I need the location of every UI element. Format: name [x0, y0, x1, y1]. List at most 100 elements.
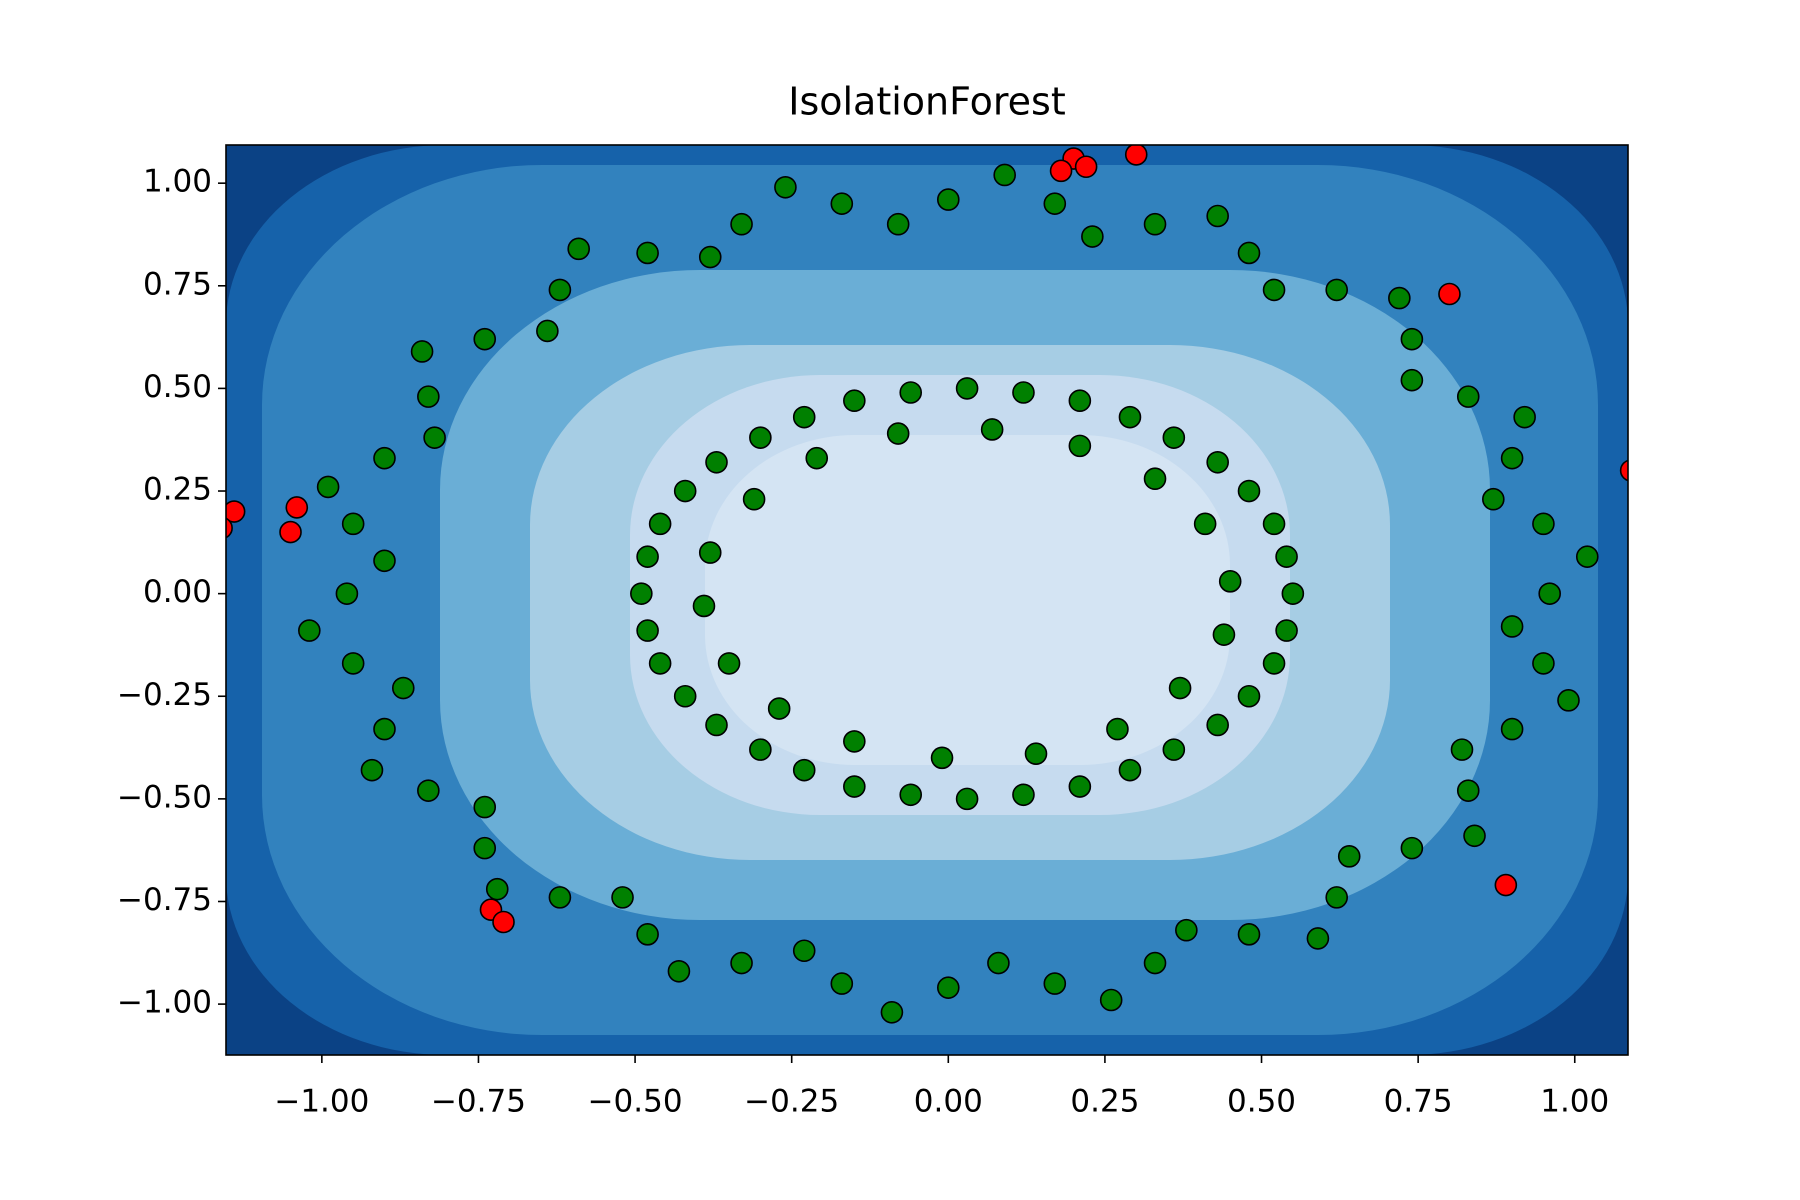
point: [1532, 652, 1555, 675]
point: [1168, 676, 1192, 700]
point: [423, 426, 446, 449]
point: [417, 385, 440, 408]
point: [1482, 487, 1505, 511]
point: [1237, 923, 1261, 946]
point: [1275, 619, 1298, 642]
point: [341, 512, 365, 536]
point: [692, 594, 716, 618]
point: [226, 500, 246, 523]
point: [611, 886, 634, 909]
x-tick-label: 0.50: [1227, 1084, 1296, 1120]
point: [936, 188, 960, 211]
point: [1325, 886, 1348, 909]
point: [1012, 381, 1035, 404]
point: [1043, 192, 1067, 215]
point: [473, 327, 497, 351]
point: [410, 340, 434, 363]
point: [1262, 278, 1286, 302]
contour-level: [705, 435, 1230, 765]
point: [316, 475, 340, 499]
point: [636, 241, 659, 265]
point: [886, 212, 910, 236]
y-tick-label: −0.25: [117, 677, 212, 713]
point: [698, 245, 722, 269]
point: [843, 775, 866, 798]
point: [636, 923, 659, 946]
point: [417, 779, 440, 802]
y-tick-label: 0.25: [143, 472, 212, 508]
x-tick-label: −0.75: [431, 1084, 526, 1120]
point: [373, 446, 396, 470]
point: [1212, 623, 1236, 646]
point: [630, 582, 653, 605]
point: [391, 676, 415, 700]
point: [1494, 873, 1518, 897]
point: [648, 652, 672, 675]
point: [749, 426, 772, 449]
point: [285, 496, 309, 519]
point: [880, 1001, 904, 1024]
point: [1532, 512, 1555, 536]
point: [955, 377, 979, 400]
point: [843, 389, 866, 413]
point: [1143, 951, 1167, 975]
point: [1400, 836, 1424, 860]
point: [767, 697, 791, 720]
point: [1438, 282, 1461, 306]
point: [1012, 783, 1035, 807]
point: [1500, 446, 1524, 470]
point: [955, 787, 979, 811]
point: [1206, 204, 1229, 228]
point: [1281, 582, 1305, 605]
point: [742, 487, 766, 511]
point: [980, 418, 1004, 441]
point: [1513, 405, 1536, 429]
y-tick-label: −1.00: [117, 985, 212, 1021]
point: [705, 713, 728, 737]
point: [993, 163, 1016, 187]
point: [279, 520, 302, 544]
point: [1456, 779, 1480, 802]
point: [830, 192, 854, 215]
decision-contours: [226, 145, 1628, 1055]
point: [1262, 512, 1286, 536]
point: [373, 549, 396, 573]
point: [843, 730, 866, 753]
x-tick-label: 0.25: [1070, 1084, 1139, 1120]
point: [298, 619, 321, 642]
point: [473, 836, 497, 860]
x-tick-label: 1.00: [1540, 1084, 1609, 1120]
point: [792, 758, 816, 782]
point: [567, 237, 590, 261]
point: [226, 517, 233, 539]
point: [1557, 689, 1580, 712]
point: [705, 450, 728, 474]
point: [987, 951, 1010, 975]
point: [1206, 450, 1229, 474]
point: [648, 512, 672, 536]
point: [1118, 405, 1142, 429]
point: [360, 758, 384, 782]
point: [636, 619, 659, 642]
axes: −1.00 −0.75 −0.50 −0.25 0.00 0.25 0.50 0.75 1.00…: [117, 164, 1609, 1120]
point: [830, 972, 854, 995]
chart-title: IsolationForest: [788, 80, 1066, 124]
point: [1456, 385, 1480, 408]
point: [1237, 684, 1261, 708]
point: [1068, 775, 1092, 798]
point: [749, 738, 772, 761]
point: [792, 405, 816, 429]
point: [886, 422, 910, 445]
x-tick-label: −0.25: [744, 1084, 839, 1120]
point: [1500, 717, 1524, 741]
point: [1118, 758, 1142, 782]
point: [899, 783, 923, 807]
point: [899, 381, 923, 404]
point: [1400, 327, 1424, 351]
points: [226, 145, 1628, 1024]
point: [548, 886, 572, 909]
point: [485, 877, 509, 901]
point: [1106, 717, 1129, 741]
point: [335, 582, 359, 605]
